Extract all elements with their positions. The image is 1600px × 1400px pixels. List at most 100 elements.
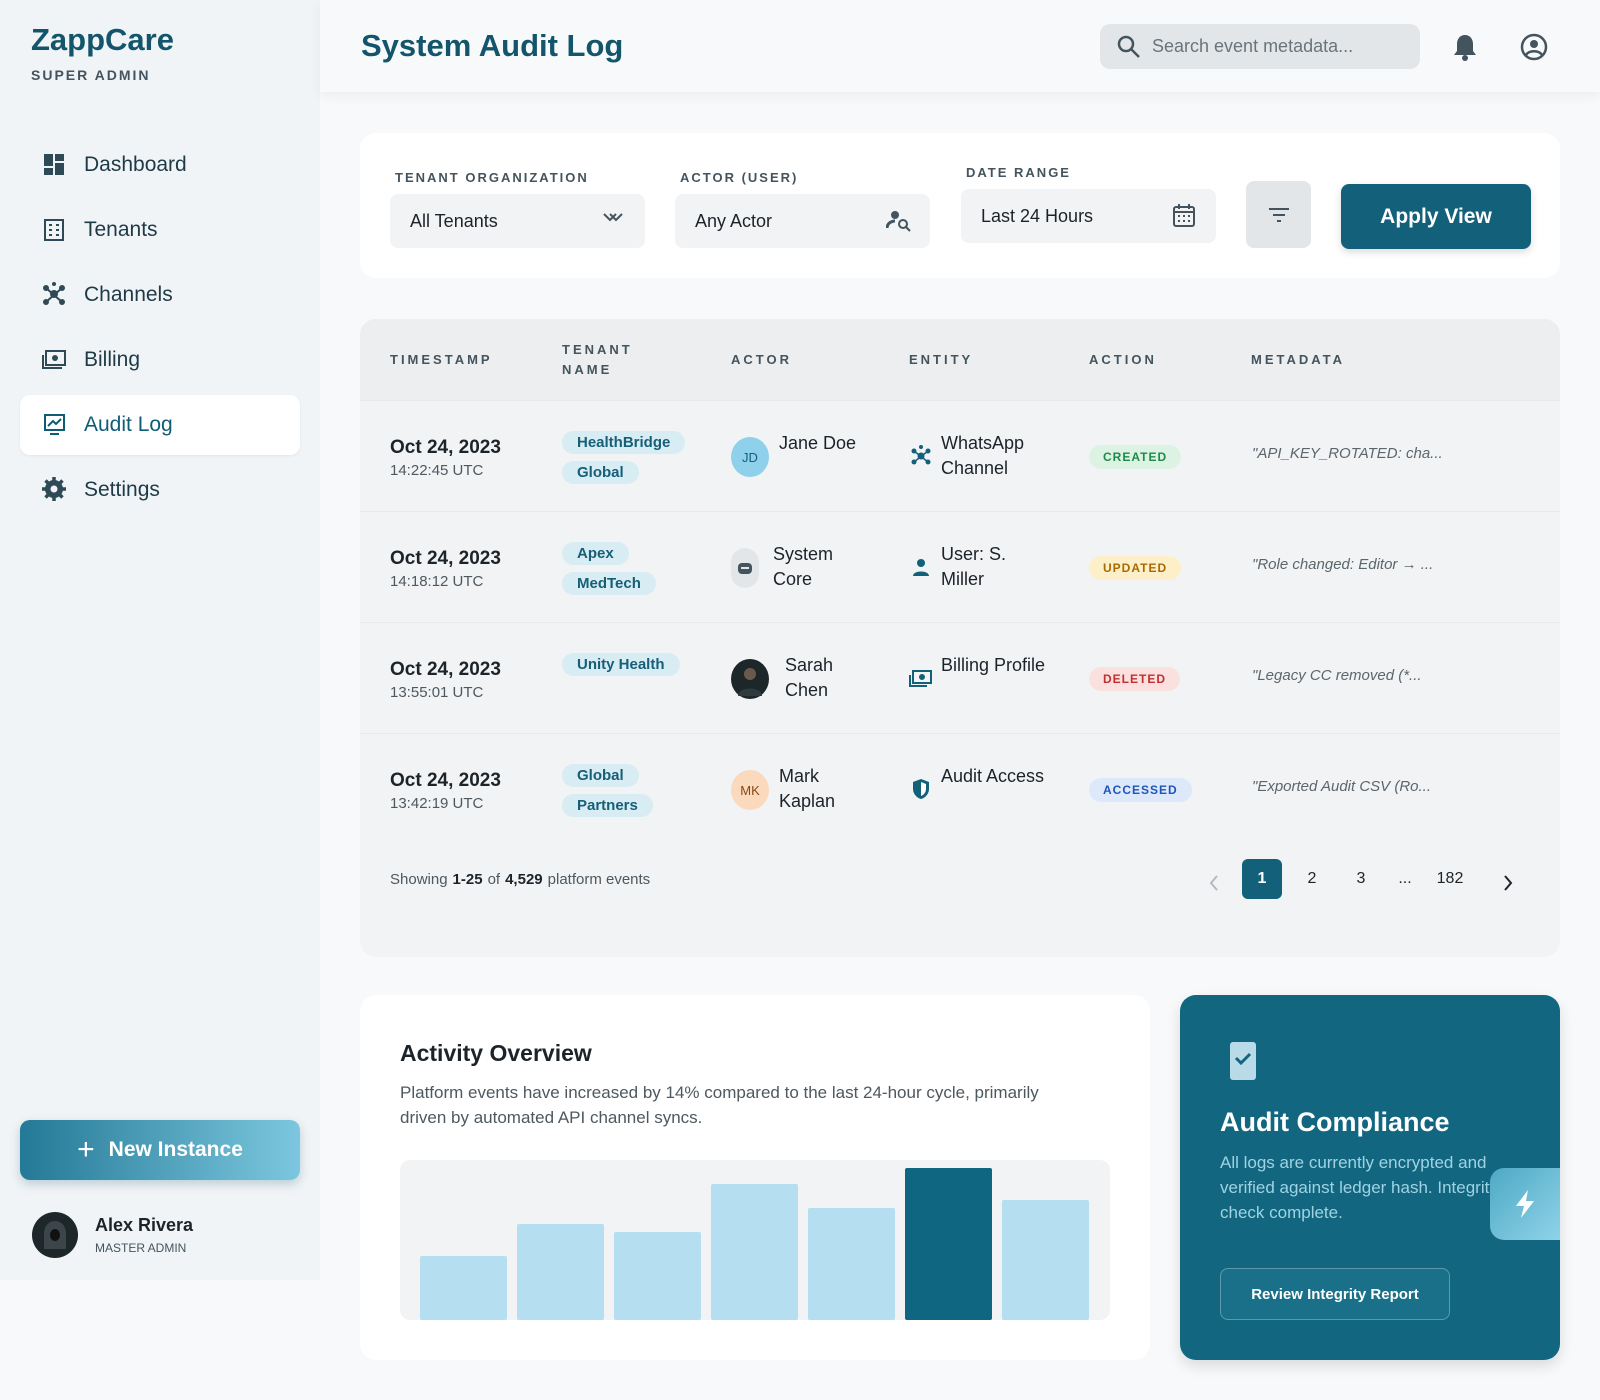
- entity-name: Audit Access: [941, 766, 1045, 786]
- compliance-text: All logs are currently encrypted and ver…: [1220, 1153, 1498, 1222]
- entity-icon: [911, 445, 931, 465]
- bell-icon[interactable]: [1452, 33, 1478, 61]
- activity-card: Activity Overview Platform events have i…: [360, 995, 1150, 1360]
- doc-icon: [1230, 1042, 1256, 1080]
- actor-initials: JD: [742, 449, 758, 465]
- row-date: Oct 24, 2023: [390, 437, 501, 458]
- tenant-pill: Unity Health: [562, 650, 682, 680]
- activity-bar: [420, 1256, 507, 1320]
- actor-initials: MK: [740, 782, 760, 798]
- filter-select[interactable]: Any Actor: [675, 194, 930, 248]
- new-instance-button[interactable]: + New Instance: [20, 1120, 300, 1180]
- metadata: "Exported Audit CSV (Ro...: [1252, 778, 1432, 795]
- row-time: 14:22:45 UTC: [390, 462, 484, 479]
- activity-bar: [711, 1184, 798, 1320]
- tenant-pill: Apex MedTech: [562, 539, 682, 599]
- nav-label: Audit Log: [84, 413, 173, 436]
- actor-name: Sarah Chen: [785, 655, 834, 700]
- column-header: METADATA: [1251, 352, 1346, 367]
- activity-text: Platform events have increased by 14% co…: [400, 1083, 1039, 1127]
- action-badge: ACCESSED: [1089, 778, 1192, 802]
- prev-page[interactable]: [1206, 871, 1222, 900]
- column-header: ACTION: [1089, 352, 1157, 367]
- table-footer: Showing 1-25 of 4,529 platform events: [390, 871, 650, 888]
- search-box[interactable]: Search event metadata...: [1100, 24, 1420, 69]
- nav-item[interactable]: Channels: [20, 265, 300, 325]
- activity-bar: [1002, 1200, 1089, 1320]
- page-button[interactable]: 3: [1356, 870, 1366, 887]
- nav-icon: [42, 477, 66, 501]
- page-button[interactable]: 182: [1436, 870, 1464, 887]
- filter-value: All Tenants: [410, 210, 498, 231]
- activity-title: Activity Overview: [400, 1040, 592, 1066]
- metadata: "API_KEY_ROTATED: cha...: [1252, 445, 1443, 462]
- entity-icon: [909, 670, 932, 687]
- page-button[interactable]: 2: [1307, 870, 1317, 887]
- compliance-card: Audit Compliance All logs are currently …: [1180, 995, 1560, 1360]
- row-time: 14:18:12 UTC: [390, 573, 484, 590]
- table-row[interactable]: Oct 24, 2023 14:18:12 UTC Apex MedTech Syst…: [360, 511, 1560, 622]
- review-report-button[interactable]: Review Integrity Report: [1220, 1268, 1450, 1320]
- page-title: System Audit Log: [361, 28, 624, 63]
- filter-value: Any Actor: [695, 210, 773, 231]
- page-button[interactable]: 1: [1242, 859, 1282, 899]
- nav-icon: [44, 414, 65, 435]
- search-placeholder: Search event metadata...: [1152, 36, 1354, 56]
- apply-view-button[interactable]: Apply View: [1341, 184, 1531, 249]
- actor-photo: [738, 668, 762, 696]
- sidebar: ZappCare SUPER ADMIN + New Instance Alex …: [0, 0, 320, 1280]
- table-row[interactable]: Oct 24, 2023 13:42:19 UTC Global Partners M…: [360, 733, 1560, 844]
- user-name: Alex Rivera: [95, 1215, 194, 1235]
- action-badge: DELETED: [1089, 667, 1181, 691]
- tenant-name: Unity Health: [562, 653, 680, 676]
- nav-item[interactable]: Dashboard: [20, 135, 300, 195]
- nav-item[interactable]: Audit Log: [20, 395, 300, 455]
- filter-select[interactable]: All Tenants: [390, 194, 645, 248]
- footer-of: of: [487, 871, 501, 888]
- nav-icon: [44, 219, 64, 241]
- nav-label: Settings: [84, 478, 160, 501]
- nav-icon: [42, 350, 66, 369]
- filter-button[interactable]: [1246, 181, 1311, 248]
- filter-label: TENANT ORGANIZATION: [395, 170, 589, 185]
- tenant-name: Apex MedTech: [562, 542, 656, 595]
- table-row[interactable]: Oct 24, 2023 14:22:45 UTC HealthBridge Glo…: [360, 400, 1560, 511]
- nav-icon: [44, 154, 64, 175]
- nav-item[interactable]: Billing: [20, 330, 300, 390]
- actor-name: System Core: [773, 544, 834, 589]
- brand: ZappCare: [31, 22, 174, 57]
- nav-item[interactable]: Settings: [20, 460, 300, 520]
- footer-total: 4,529: [505, 871, 543, 888]
- actor-name: Mark Kaplan: [779, 766, 836, 811]
- profile-icon[interactable]: [1520, 33, 1548, 61]
- next-page[interactable]: [1500, 871, 1516, 900]
- action-badge: UPDATED: [1089, 556, 1182, 580]
- table-row[interactable]: Oct 24, 2023 13:55:01 UTC Unity Health Sara…: [360, 622, 1560, 733]
- column-header: ACTOR: [731, 352, 792, 367]
- nav-label: Channels: [84, 283, 173, 306]
- entity-name: User: S. Miller: [941, 544, 1007, 589]
- actor-avatar: MK: [731, 770, 769, 810]
- nav-icon: [43, 282, 65, 305]
- row-time: 13:55:01 UTC: [390, 684, 484, 701]
- actor-name: Jane Doe: [779, 433, 857, 453]
- nav-label: Billing: [84, 348, 141, 371]
- filter-value: Last 24 Hours: [981, 205, 1094, 226]
- filter-icon: [603, 213, 623, 222]
- filter-icon: [886, 211, 911, 232]
- activity-chart: [400, 1160, 1110, 1320]
- actor-avatar: [731, 548, 759, 588]
- footer-suffix: platform events: [547, 871, 651, 888]
- filter-icon: [1173, 204, 1195, 227]
- filter-select[interactable]: Last 24 Hours: [961, 189, 1216, 243]
- nav-item[interactable]: Tenants: [20, 200, 300, 260]
- entity-name: WhatsApp Channel: [941, 433, 1025, 478]
- tenant-pill: HealthBridge Global: [562, 428, 686, 488]
- action-badge: CREATED: [1089, 445, 1182, 469]
- filter-label: DATE RANGE: [966, 165, 1071, 180]
- page-button[interactable]: ...: [1398, 870, 1412, 887]
- activity-bar: [808, 1208, 895, 1320]
- robot-icon: [738, 563, 752, 574]
- bolt-button[interactable]: [1490, 1168, 1560, 1240]
